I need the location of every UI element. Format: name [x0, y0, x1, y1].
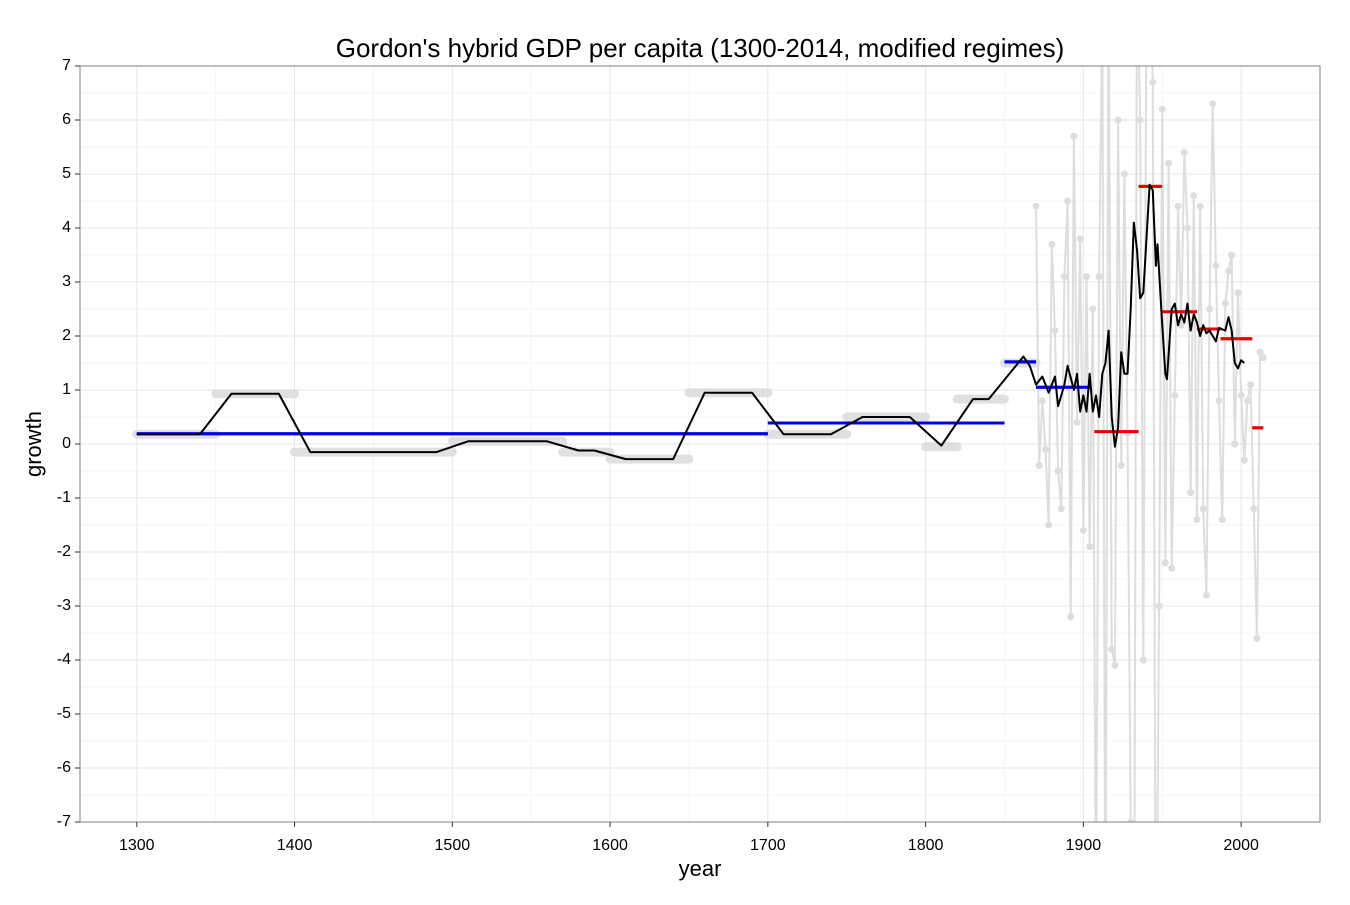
annual-point — [1120, 170, 1128, 178]
annual-point — [1155, 602, 1163, 610]
annual-point — [1161, 559, 1169, 567]
y-tick-label: 5 — [62, 165, 71, 182]
annual-point — [1083, 273, 1091, 281]
annual-point — [1187, 489, 1195, 497]
annual-point — [1168, 564, 1176, 572]
annual-point — [1171, 391, 1179, 399]
annual-point — [1240, 456, 1248, 464]
annual-point — [1209, 100, 1217, 108]
annual-point — [1199, 505, 1207, 513]
annual-point — [1095, 273, 1103, 281]
annual-point — [1054, 467, 1062, 475]
y-tick-label: -2 — [57, 543, 71, 560]
annual-point — [1099, 9, 1106, 16]
annual-point — [1089, 305, 1097, 313]
annual-point — [1215, 397, 1223, 405]
annual-point — [1057, 505, 1065, 513]
x-tick-label: 1700 — [750, 837, 786, 854]
annual-point — [1256, 348, 1264, 356]
annual-point — [1190, 192, 1198, 200]
annual-point — [1051, 327, 1059, 335]
annual-point — [1067, 613, 1075, 621]
annual-point — [1206, 305, 1214, 313]
annual-point — [1174, 202, 1182, 210]
y-tick-label: -3 — [57, 597, 71, 614]
x-tick-label: 1600 — [592, 837, 628, 854]
annual-point — [1048, 240, 1056, 248]
x-tick-label: 1300 — [119, 837, 155, 854]
y-tick-label: 3 — [62, 273, 71, 290]
y-tick-label: 7 — [62, 57, 71, 74]
annual-point — [1196, 202, 1204, 210]
annual-point — [1231, 440, 1239, 448]
annual-point — [1086, 543, 1094, 551]
y-tick-label: -4 — [57, 651, 71, 668]
annual-point — [1127, 818, 1135, 822]
annual-point — [1114, 116, 1122, 124]
annual-point — [1165, 159, 1173, 167]
annual-point — [1079, 526, 1087, 534]
annual-point — [1253, 634, 1261, 642]
y-tick-label: -7 — [57, 813, 71, 830]
annual-point — [1243, 397, 1251, 405]
annual-point — [1247, 381, 1255, 389]
x-tick-label: 1400 — [277, 837, 313, 854]
annual-point — [1143, 9, 1150, 16]
annual-point — [1149, 78, 1157, 86]
annual-point — [1250, 505, 1258, 513]
y-tick-label: -6 — [57, 759, 71, 776]
y-tick-label: 2 — [62, 327, 71, 344]
annual-point — [1228, 251, 1236, 259]
annual-point — [1221, 300, 1229, 308]
annual-point — [1259, 354, 1267, 362]
annual-point — [1158, 105, 1166, 113]
annual-point — [1212, 262, 1220, 270]
annual-point — [1060, 273, 1068, 281]
y-axis-label: growth — [21, 411, 46, 477]
y-tick-label: -5 — [57, 705, 71, 722]
annual-point — [1038, 397, 1046, 405]
annual-point — [1076, 235, 1084, 243]
annual-point — [1117, 462, 1125, 470]
smoothed-line — [136, 183, 1245, 461]
y-tick-label: 4 — [62, 219, 71, 236]
annual-point — [1070, 132, 1078, 140]
y-tick-label: 6 — [62, 111, 71, 128]
annual-point — [1045, 521, 1053, 529]
annual-point — [1234, 289, 1242, 297]
x-tick-label: 2000 — [1223, 837, 1259, 854]
annual-point — [1193, 516, 1201, 524]
annual-point — [1108, 645, 1116, 653]
annual-point — [1136, 116, 1144, 124]
x-tick-label: 1500 — [435, 837, 471, 854]
x-tick-label: 1900 — [1066, 837, 1102, 854]
annual-point — [1224, 267, 1232, 275]
annual-point — [1202, 591, 1210, 599]
y-tick-label: -1 — [57, 489, 71, 506]
annual-point — [1111, 661, 1119, 669]
chart-title: Gordon's hybrid GDP per capita (1300-201… — [336, 33, 1065, 63]
annual-point — [1032, 202, 1040, 210]
annual-point — [1139, 656, 1147, 664]
annual-point — [1218, 516, 1226, 524]
annual-point — [1064, 197, 1072, 205]
annual-point — [1073, 418, 1081, 426]
annual-point — [1035, 462, 1043, 470]
annual-point — [1041, 445, 1049, 453]
x-axis-label: year — [679, 856, 722, 881]
annual-point — [1180, 148, 1188, 156]
x-tick-label: 1800 — [908, 837, 944, 854]
y-tick-label: 0 — [62, 435, 71, 452]
y-tick-label: 1 — [62, 381, 71, 398]
annual-point — [1237, 391, 1245, 399]
annual-point — [1183, 224, 1191, 232]
